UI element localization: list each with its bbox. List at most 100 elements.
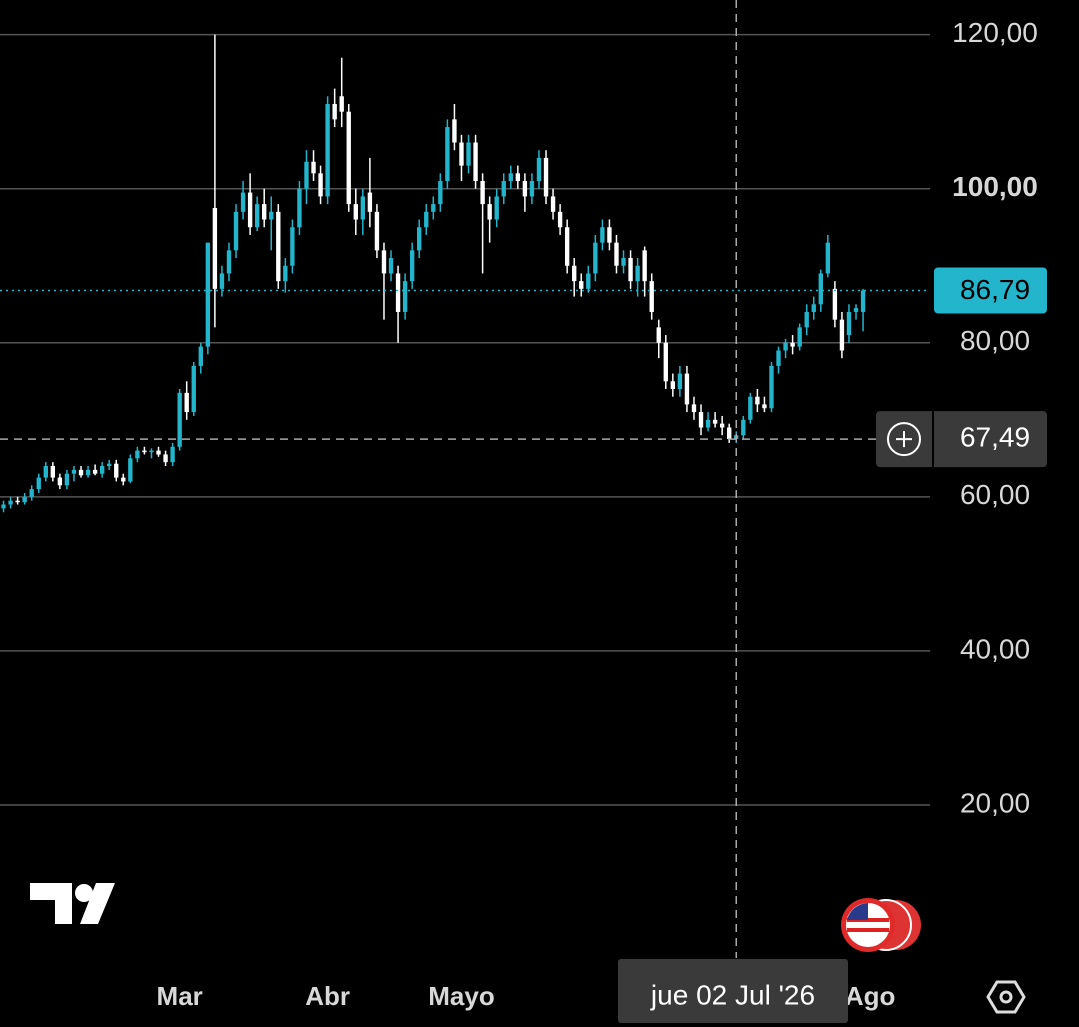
- candle-body: [557, 211, 563, 228]
- candle-body: [332, 103, 337, 120]
- candle-body: [388, 258, 394, 274]
- candle-body: [177, 392, 182, 447]
- candle-body: [600, 227, 605, 243]
- candle-body: [1, 504, 6, 509]
- tradingview-logo: [30, 883, 115, 924]
- last-price-label: 86,79: [960, 274, 1030, 305]
- candle-body: [755, 396, 760, 405]
- candle-body: [149, 450, 154, 453]
- candle-body: [402, 281, 408, 312]
- candle-body: [50, 466, 56, 478]
- candle-body: [804, 311, 809, 328]
- candle-body: [846, 311, 852, 336]
- candle-body: [254, 204, 260, 228]
- candle-body: [353, 204, 358, 220]
- candle-body: [262, 204, 267, 220]
- x-tick-label: Abr: [305, 981, 350, 1011]
- candle-body: [776, 350, 781, 366]
- y-tick-label: 60,00: [960, 479, 1030, 510]
- flag-icon[interactable]: [841, 898, 921, 952]
- candle-body: [825, 242, 831, 274]
- candle-body: [163, 454, 168, 463]
- plus-icon: [896, 431, 912, 448]
- candle-body: [698, 412, 704, 428]
- candle-body: [741, 419, 746, 436]
- candle-body: [78, 469, 84, 476]
- candle-body: [226, 250, 232, 274]
- candle-body: [635, 265, 640, 282]
- candle-body: [564, 227, 570, 266]
- candle-body: [57, 477, 63, 486]
- candle-body: [593, 242, 598, 274]
- candle-body: [705, 419, 711, 428]
- candle-body: [670, 381, 676, 389]
- candle-body: [586, 273, 591, 289]
- candle-body: [424, 211, 429, 228]
- candle-body: [783, 342, 788, 351]
- x-tick-label: Mayo: [428, 981, 494, 1011]
- candle-body: [719, 423, 725, 428]
- candle-body: [459, 142, 464, 166]
- candle-body: [311, 161, 316, 174]
- candle-body: [480, 181, 485, 205]
- settings-button[interactable]: [986, 980, 1026, 1014]
- candle-body: [409, 250, 415, 282]
- candle-body: [529, 181, 535, 197]
- candle-body: [445, 127, 450, 182]
- y-tick-label: 80,00: [960, 325, 1030, 356]
- candle-body: [790, 342, 795, 347]
- candle-body: [677, 373, 683, 389]
- crosshair-date-box: [618, 959, 848, 1023]
- candle-body: [85, 469, 91, 476]
- candle-body: [135, 450, 140, 459]
- last-price-tag: [934, 267, 1047, 314]
- y-tick-label: 20,00: [960, 787, 1030, 818]
- y-tick-label: 100,00: [952, 171, 1038, 202]
- candle-body: [64, 473, 70, 486]
- candle-body: [536, 157, 542, 182]
- candle-body: [205, 242, 211, 347]
- candle-body: [572, 265, 577, 282]
- candle-body: [431, 204, 436, 212]
- candle-body: [198, 346, 203, 366]
- candle-body: [8, 500, 13, 505]
- crosshair-price-label: 67,49: [960, 422, 1030, 453]
- candle-body: [621, 258, 626, 266]
- candle-body: [614, 242, 619, 266]
- candle-body: [853, 308, 859, 312]
- candle-body: [579, 281, 584, 289]
- candle-body: [818, 273, 823, 305]
- candle-body: [473, 142, 478, 182]
- candle-body: [184, 392, 189, 413]
- candle-body: [832, 288, 838, 320]
- candle-body: [762, 404, 767, 409]
- candle-body: [607, 227, 612, 243]
- candle-body: [381, 250, 387, 274]
- candle-body: [304, 161, 309, 189]
- candle-body: [839, 319, 845, 351]
- candle-body: [29, 489, 34, 497]
- candle-body: [36, 477, 41, 490]
- candle-body: [191, 365, 196, 413]
- candle-body: [487, 204, 492, 220]
- candle-body: [276, 211, 281, 282]
- candle-body: [663, 342, 668, 382]
- candle-body: [92, 469, 98, 474]
- candle-body: [712, 419, 718, 424]
- candle-body: [691, 404, 697, 413]
- candle-body: [452, 119, 457, 143]
- candle-body: [374, 211, 380, 251]
- crosshair-price-box: [876, 411, 1047, 468]
- candle-body: [727, 427, 732, 440]
- candle-body: [142, 450, 147, 453]
- candle-body: [501, 181, 506, 197]
- add-alert-button[interactable]: [887, 422, 921, 457]
- candle-body: [212, 207, 218, 289]
- candle-body: [219, 273, 225, 289]
- crosshair-date-label: jue 02 Jul '26: [650, 979, 815, 1010]
- candle-body: [290, 227, 295, 266]
- y-tick-label: 40,00: [960, 633, 1030, 664]
- candle-body: [748, 396, 753, 420]
